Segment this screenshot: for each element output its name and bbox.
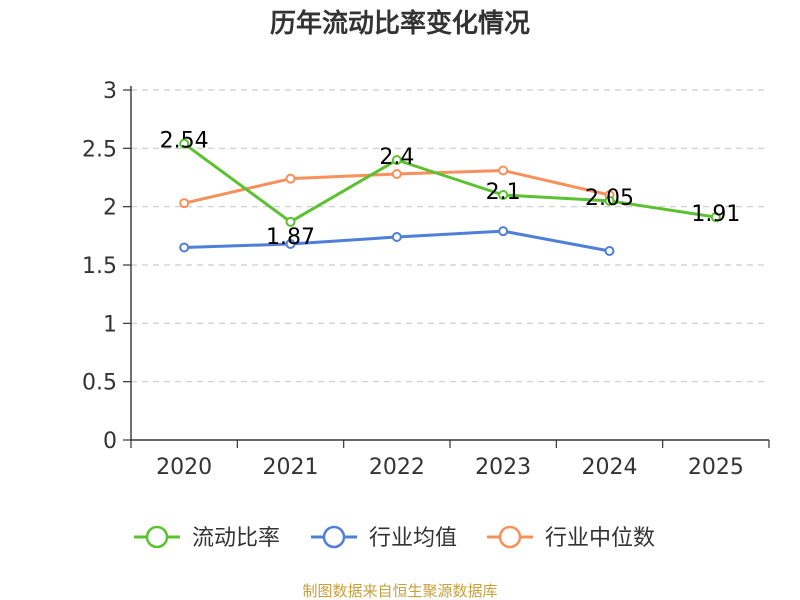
data-label: 2.54 — [160, 129, 209, 154]
data-point — [179, 138, 190, 149]
y-tick-label: 1.5 — [82, 254, 117, 279]
y-tick-label: 2.5 — [82, 137, 117, 162]
y-tick-label: 0.5 — [82, 371, 117, 396]
data-label: 1.91 — [691, 202, 740, 227]
data-point — [179, 242, 190, 253]
series-line-0 — [183, 142, 717, 224]
data-point — [604, 246, 615, 256]
legend-marker-1 — [322, 525, 346, 549]
data-point — [498, 190, 509, 200]
x-tick-label: 2025 — [688, 455, 744, 480]
axes: 0 0.5 1 1.5 2 2.5 3 2020 2021 2022 2023 2024 2025 — [82, 79, 770, 480]
data-point — [498, 165, 509, 176]
y-tick-label: 1 — [103, 312, 117, 337]
source-note: 制图数据来自恒生聚源数据库 — [302, 582, 497, 600]
y-tick-label: 2 — [103, 196, 117, 221]
grid-lines — [131, 89, 769, 383]
legend-marker-0 — [145, 525, 169, 549]
series-layer — [179, 138, 721, 256]
data-point — [179, 198, 190, 209]
data-label: 1.87 — [266, 225, 315, 250]
x-tick-label: 2022 — [369, 455, 425, 480]
x-tick-label: 2023 — [475, 455, 531, 480]
legend-marker-2 — [498, 525, 522, 549]
data-point — [285, 173, 296, 184]
x-tick-label: 2020 — [156, 455, 212, 480]
legend: 流动比率 行业均值 行业中位数 — [134, 525, 655, 551]
data-point — [391, 169, 402, 179]
data-point — [498, 226, 509, 237]
x-tick-label: 2024 — [582, 455, 638, 480]
data-point — [391, 155, 402, 165]
x-tick-label: 2021 — [263, 455, 319, 480]
chart-title: 历年流动比率变化情况 — [270, 8, 530, 39]
legend-label-2: 行业中位数 — [545, 526, 655, 551]
data-point — [391, 232, 402, 242]
data-point — [285, 216, 296, 227]
data-label: 2.4 — [379, 145, 414, 170]
data-label: 2.1 — [486, 180, 521, 205]
legend-label-0: 流动比率 — [192, 526, 280, 551]
legend-label-1: 行业均值 — [369, 526, 457, 551]
data-label-layer: 2.54 1.87 2.4 2.1 2.05 1.91 — [160, 129, 741, 250]
data-point — [710, 212, 721, 223]
data-point — [285, 239, 296, 249]
data-point — [604, 195, 615, 206]
y-tick-label: 0 — [103, 429, 117, 454]
data-label: 2.05 — [585, 186, 634, 211]
y-tick-label: 3 — [103, 79, 117, 104]
